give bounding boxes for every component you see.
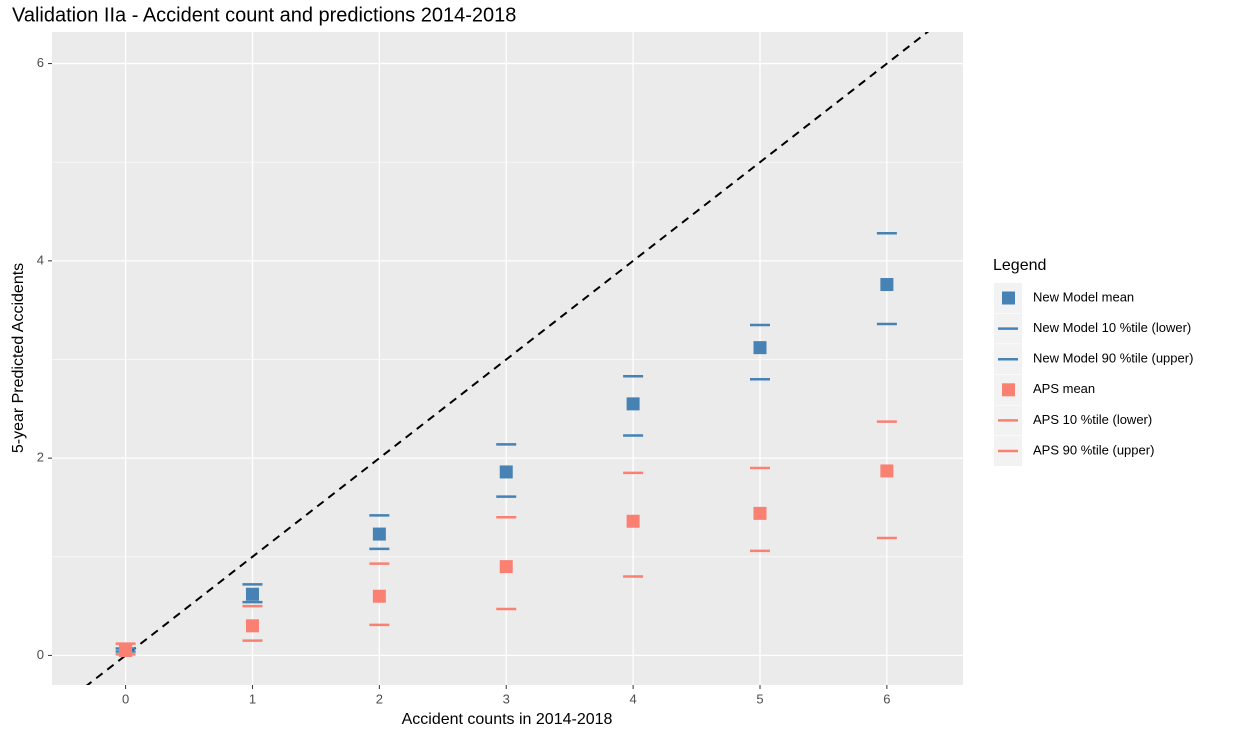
- legend-label: New Model 10 %tile (lower): [1033, 320, 1191, 335]
- y-axis-title: 5-year Predicted Accidents: [10, 263, 27, 453]
- point: [753, 506, 767, 520]
- legend-label: APS 90 %tile (upper): [1033, 442, 1154, 457]
- x-tick-label: 1: [249, 691, 256, 706]
- point: [626, 514, 640, 528]
- legend-title: Legend: [993, 257, 1046, 274]
- y-tick-label: 4: [37, 252, 44, 267]
- x-tick-label: 6: [883, 691, 890, 706]
- x-tick-label: 4: [629, 691, 636, 706]
- x-tick-label: 3: [503, 691, 510, 706]
- legend-key: [1002, 291, 1015, 305]
- reference-line: [85, 32, 930, 685]
- legend-label: New Model 90 %tile (upper): [1033, 351, 1193, 366]
- legend-label: APS 10 %tile (lower): [1033, 412, 1152, 427]
- x-axis-title: Accident counts in 2014-2018: [402, 711, 613, 728]
- y-tick-label: 0: [37, 647, 44, 662]
- legend-label: APS mean: [1033, 381, 1095, 396]
- y-tick-label: 2: [37, 450, 44, 465]
- point: [245, 587, 259, 601]
- point: [753, 341, 767, 355]
- point: [626, 397, 640, 411]
- legend-key: [1002, 383, 1015, 397]
- point: [245, 619, 259, 633]
- x-tick-label: 2: [376, 691, 383, 706]
- x-tick-label: 5: [756, 691, 763, 706]
- point: [372, 527, 386, 541]
- point: [372, 589, 386, 603]
- x-tick-label: 0: [122, 691, 129, 706]
- point: [880, 278, 894, 292]
- point: [880, 464, 894, 478]
- legend-label: New Model mean: [1033, 289, 1134, 304]
- point: [499, 560, 513, 574]
- point: [499, 465, 513, 479]
- y-tick-label: 6: [37, 55, 44, 70]
- plot-area: [85, 32, 930, 685]
- chart-title: Validation IIa - Accident count and pred…: [12, 4, 516, 26]
